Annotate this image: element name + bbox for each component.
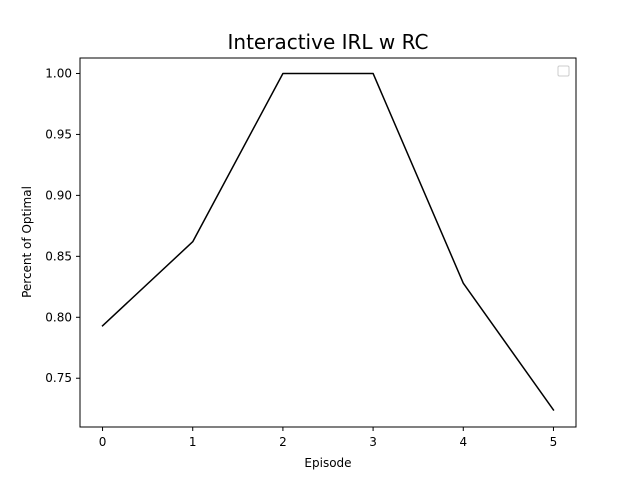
x-axis-title: Episode bbox=[304, 456, 351, 470]
x-tick-label: 1 bbox=[189, 435, 197, 449]
plot-area bbox=[79, 57, 577, 428]
axes-frame bbox=[79, 57, 577, 428]
axis-ticks: 0 1 2 3 4 5 0.75 0.80 0.85 0.90 0.95 1.00 bbox=[45, 66, 557, 449]
x-tick-label: 3 bbox=[369, 435, 377, 449]
y-tick-label: 0.95 bbox=[45, 127, 72, 141]
y-tick-label: 0.85 bbox=[45, 249, 72, 263]
y-tick-label: 0.75 bbox=[45, 371, 72, 385]
chart-title: Interactive IRL w RC bbox=[228, 30, 429, 54]
legend-box bbox=[557, 65, 570, 77]
y-tick-label: 0.80 bbox=[45, 310, 72, 324]
x-tick-label: 5 bbox=[550, 435, 558, 449]
x-tick-label: 2 bbox=[279, 435, 287, 449]
series-line-0 bbox=[101, 72, 555, 411]
y-tick-label: 1.00 bbox=[45, 66, 72, 80]
x-tick-label: 4 bbox=[459, 435, 467, 449]
y-tick-label: 0.90 bbox=[45, 188, 72, 202]
x-tick-label: 0 bbox=[99, 435, 107, 449]
y-axis-title: Percent of Optimal bbox=[20, 186, 34, 298]
